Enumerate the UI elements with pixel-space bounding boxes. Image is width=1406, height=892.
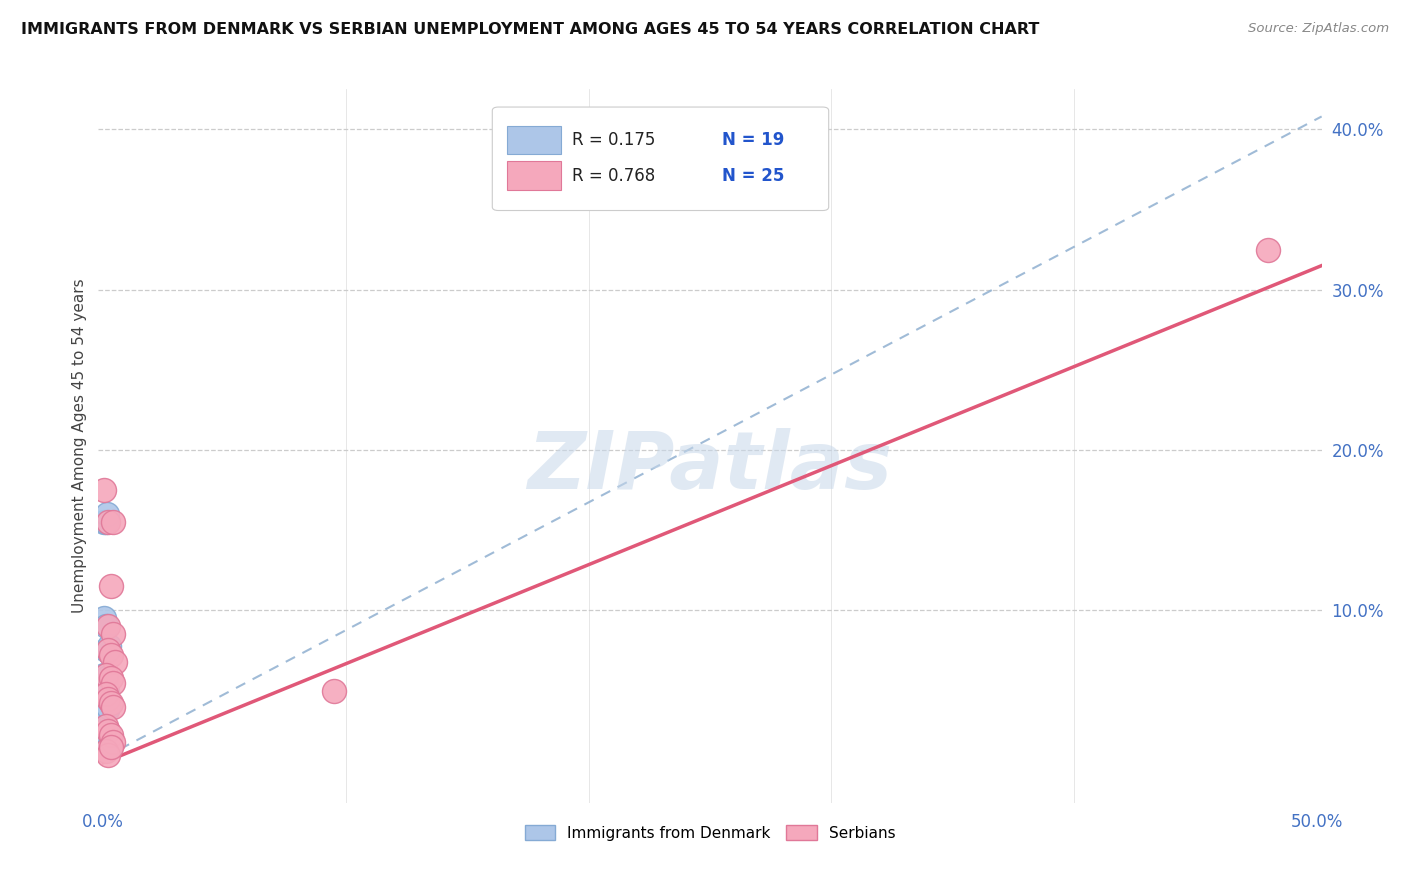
- Point: [94, 691, 117, 706]
- Point: [97, 699, 120, 714]
- Point: [100, 739, 122, 754]
- Point: [97, 643, 120, 657]
- Point: [93, 703, 115, 717]
- Point: [100, 697, 122, 711]
- Text: N = 19: N = 19: [723, 131, 785, 149]
- Text: ZIPatlas: ZIPatlas: [527, 428, 893, 507]
- Point: [93, 515, 115, 529]
- Point: [101, 627, 124, 641]
- Point: [94, 619, 117, 633]
- Point: [94, 743, 117, 757]
- Point: [101, 735, 124, 749]
- Point: [97, 747, 120, 762]
- FancyBboxPatch shape: [492, 107, 828, 211]
- Point: [93, 667, 115, 681]
- Point: [97, 723, 120, 738]
- Point: [96, 703, 118, 717]
- Point: [94, 643, 117, 657]
- Point: [93, 611, 115, 625]
- Point: [96, 683, 118, 698]
- FancyBboxPatch shape: [508, 126, 561, 154]
- Point: [94, 687, 117, 701]
- Text: IMMIGRANTS FROM DENMARK VS SERBIAN UNEMPLOYMENT AMONG AGES 45 TO 54 YEARS CORREL: IMMIGRANTS FROM DENMARK VS SERBIAN UNEMP…: [21, 22, 1039, 37]
- Point: [101, 515, 124, 529]
- Point: [94, 671, 117, 685]
- Point: [101, 699, 124, 714]
- Point: [100, 671, 122, 685]
- Point: [94, 744, 117, 758]
- Point: [97, 619, 120, 633]
- Point: [1257, 243, 1279, 257]
- Point: [94, 699, 117, 714]
- Point: [93, 739, 115, 754]
- Legend: Immigrants from Denmark, Serbians: Immigrants from Denmark, Serbians: [520, 820, 900, 845]
- Point: [94, 667, 117, 681]
- Point: [100, 579, 122, 593]
- Text: R = 0.768: R = 0.768: [572, 167, 655, 185]
- Text: Source: ZipAtlas.com: Source: ZipAtlas.com: [1249, 22, 1389, 36]
- Point: [322, 683, 344, 698]
- Point: [97, 691, 120, 706]
- Y-axis label: Unemployment Among Ages 45 to 54 years: Unemployment Among Ages 45 to 54 years: [72, 278, 87, 614]
- Point: [93, 483, 115, 497]
- Point: [97, 643, 120, 657]
- Point: [94, 515, 117, 529]
- Point: [100, 648, 122, 663]
- FancyBboxPatch shape: [508, 161, 561, 190]
- Point: [101, 675, 124, 690]
- Text: R = 0.175: R = 0.175: [572, 131, 655, 149]
- Point: [97, 515, 120, 529]
- Point: [96, 507, 118, 521]
- Point: [93, 687, 115, 701]
- Point: [94, 719, 117, 733]
- Text: N = 25: N = 25: [723, 167, 785, 185]
- Point: [104, 655, 127, 669]
- Point: [100, 728, 122, 742]
- Point: [98, 639, 121, 653]
